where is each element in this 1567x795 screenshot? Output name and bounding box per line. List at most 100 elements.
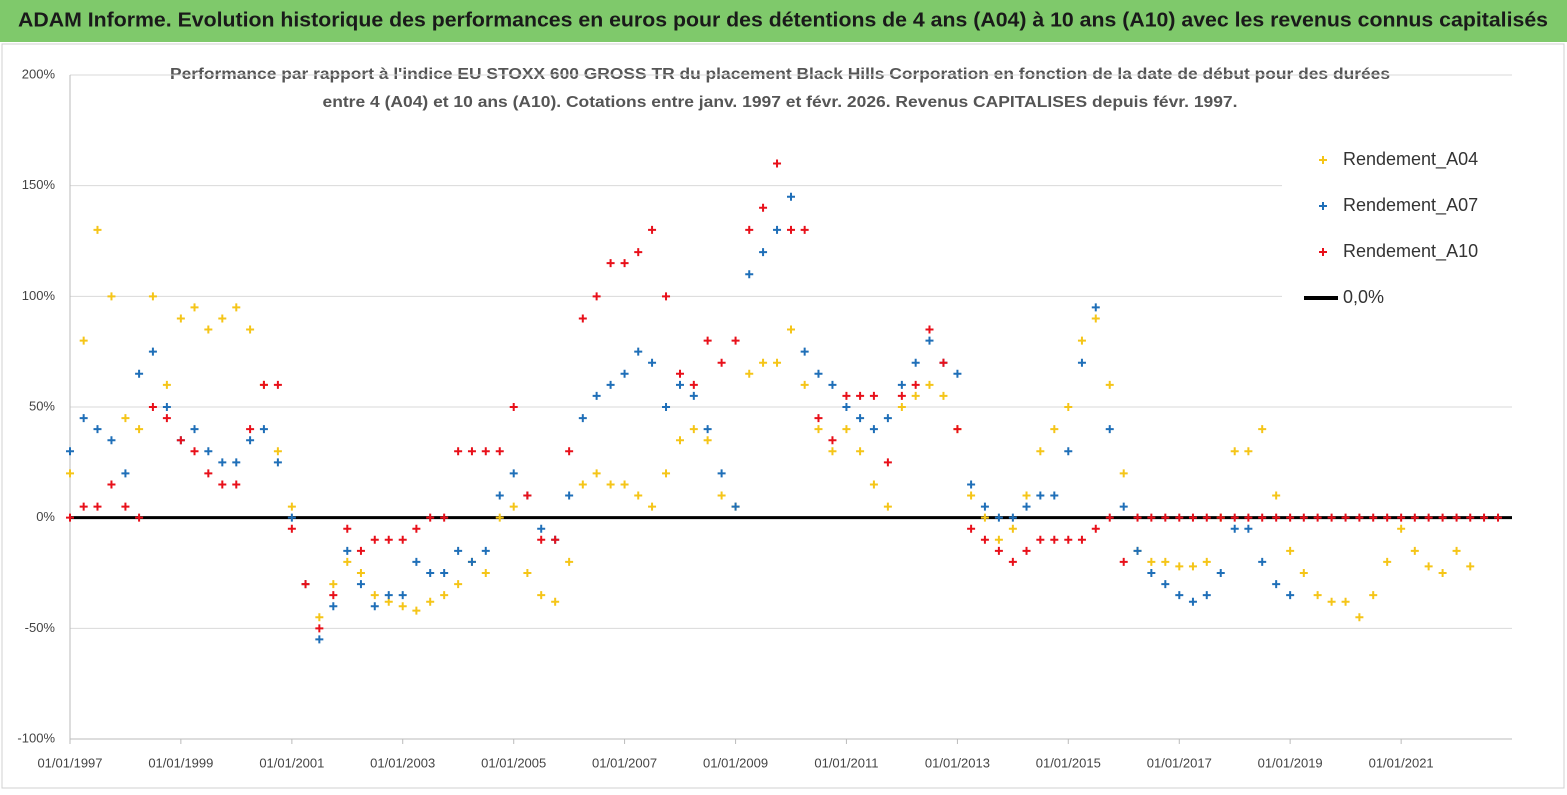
point [551, 535, 560, 544]
point [1341, 513, 1350, 522]
point [481, 546, 490, 555]
point [481, 447, 490, 456]
point [1244, 524, 1253, 533]
point [842, 391, 851, 400]
point [1452, 546, 1461, 555]
point [689, 391, 698, 400]
point [620, 259, 629, 268]
point [648, 502, 657, 511]
point [689, 425, 698, 434]
point [384, 535, 393, 544]
point [1230, 513, 1239, 522]
point [1424, 562, 1433, 571]
point [1147, 513, 1156, 522]
point [1327, 513, 1336, 522]
point [176, 436, 185, 445]
point [592, 469, 601, 478]
point [398, 535, 407, 544]
point [745, 369, 754, 378]
point [689, 380, 698, 389]
point [856, 391, 865, 400]
point [717, 358, 726, 367]
point [509, 403, 518, 411]
point [883, 502, 892, 511]
point [135, 513, 144, 522]
x-tick-label: 01/01/2005 [481, 755, 546, 770]
point [773, 358, 782, 367]
point [925, 336, 934, 345]
point [1369, 591, 1378, 600]
point [1064, 535, 1073, 544]
point [1272, 513, 1281, 522]
point [842, 403, 851, 411]
point [925, 325, 934, 334]
point [1050, 425, 1059, 434]
point [537, 591, 546, 600]
point [232, 458, 241, 467]
point [315, 613, 324, 622]
point [495, 513, 504, 522]
point [1286, 591, 1295, 600]
point [509, 469, 518, 478]
point [634, 347, 643, 356]
y-tick-label: 150% [22, 177, 56, 192]
point [828, 380, 837, 389]
point [232, 303, 241, 312]
x-tick-label: 01/01/2011 [814, 755, 878, 770]
point [259, 380, 268, 389]
point [1147, 557, 1156, 566]
point [869, 480, 878, 489]
point [606, 480, 615, 489]
point [273, 447, 282, 456]
point [1424, 513, 1433, 522]
point [1091, 303, 1100, 312]
point [121, 502, 130, 511]
y-tick-label: -100% [17, 730, 55, 745]
point [273, 458, 282, 467]
point [287, 524, 296, 533]
point [204, 447, 213, 456]
point [565, 447, 574, 456]
point [731, 502, 740, 511]
series [66, 159, 1503, 633]
point [398, 602, 407, 611]
point [1286, 513, 1295, 522]
point [980, 513, 989, 522]
point [1175, 591, 1184, 600]
point [662, 469, 671, 478]
point [1369, 513, 1378, 522]
point [1202, 557, 1211, 566]
point [246, 325, 255, 334]
point [1341, 597, 1350, 606]
point [953, 369, 962, 378]
point [565, 491, 574, 500]
point [93, 425, 102, 434]
point [1091, 524, 1100, 533]
point [218, 480, 227, 489]
point [800, 225, 809, 234]
point [356, 580, 365, 589]
point [1105, 425, 1114, 434]
point [856, 447, 865, 456]
point [523, 491, 532, 500]
point [190, 447, 199, 456]
point [565, 557, 574, 566]
point [509, 502, 518, 511]
point [412, 606, 421, 615]
point [218, 314, 227, 323]
point [1258, 513, 1267, 522]
point [1022, 502, 1031, 511]
point [1355, 613, 1364, 622]
point [897, 391, 906, 400]
point [606, 380, 615, 389]
point [1119, 469, 1128, 478]
legend-marker [1319, 202, 1327, 210]
point [329, 602, 338, 611]
point [1175, 513, 1184, 522]
point [1383, 557, 1392, 566]
point [440, 591, 449, 600]
point [662, 292, 671, 301]
x-tick-label: 01/01/2001 [259, 755, 324, 770]
point [370, 591, 379, 600]
point [1175, 562, 1184, 571]
